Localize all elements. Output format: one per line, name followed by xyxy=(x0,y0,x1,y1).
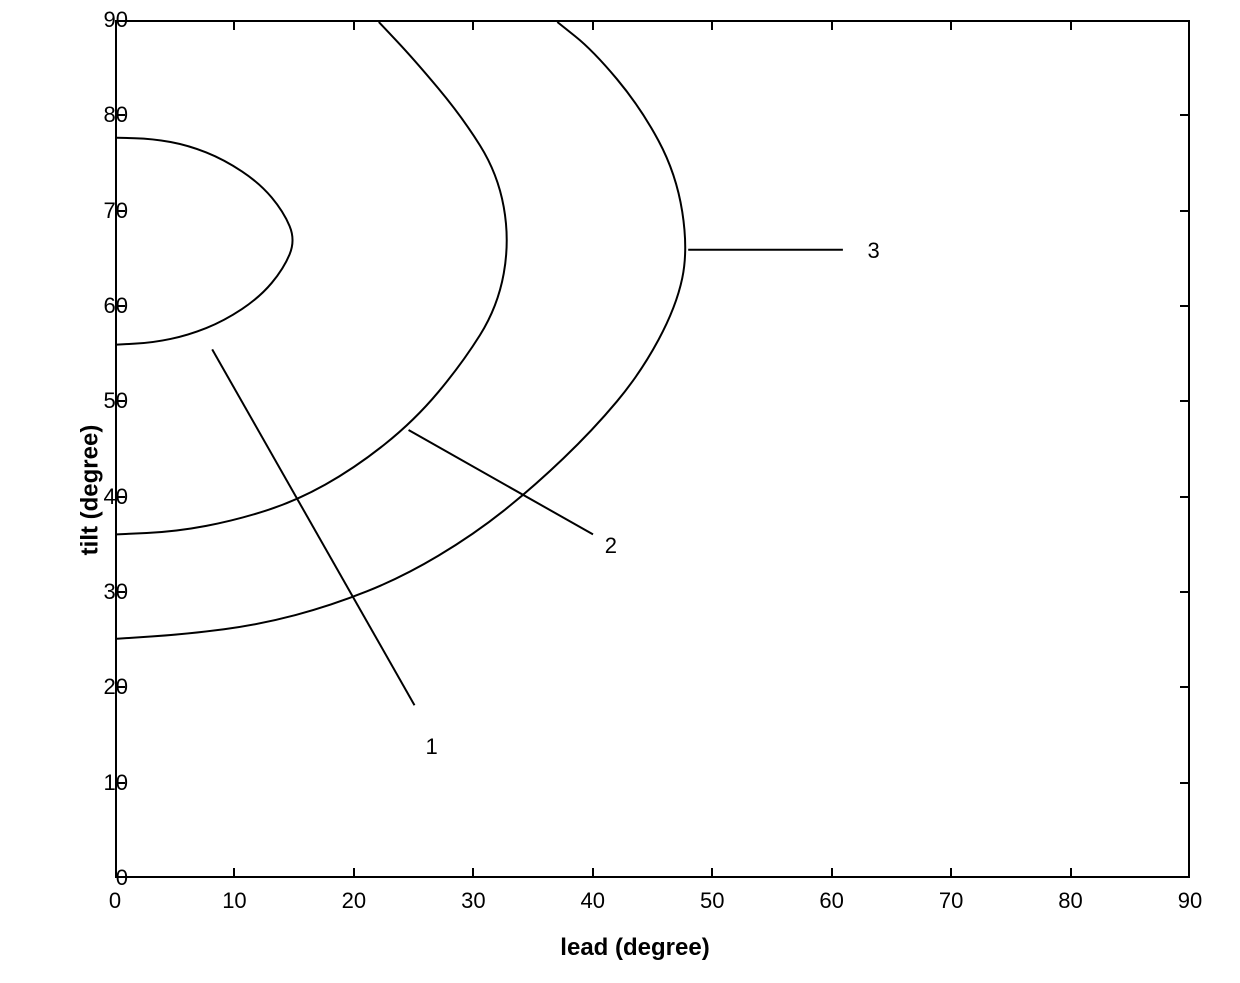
y-tick-right xyxy=(1180,210,1190,212)
x-axis-label: lead (degree) xyxy=(560,934,709,962)
x-tick xyxy=(353,868,355,878)
x-tick xyxy=(831,868,833,878)
contour-curve-2 xyxy=(117,22,507,534)
y-tick xyxy=(115,400,125,402)
y-tick xyxy=(115,591,125,593)
y-tick-right xyxy=(1180,400,1190,402)
annotation-label-2: 2 xyxy=(605,533,617,559)
x-tick-label: 20 xyxy=(342,888,366,914)
y-tick-right xyxy=(1180,782,1190,784)
plot-area xyxy=(115,20,1190,878)
y-tick-label: 90 xyxy=(104,7,128,33)
contour-curve-1 xyxy=(117,138,293,345)
x-tick xyxy=(592,868,594,878)
x-tick-label: 30 xyxy=(461,888,485,914)
y-axis-label: tilt (degree) xyxy=(76,425,104,556)
x-tick-top xyxy=(831,20,833,30)
y-tick xyxy=(115,686,125,688)
y-tick xyxy=(115,210,125,212)
x-tick xyxy=(233,868,235,878)
x-tick-top xyxy=(950,20,952,30)
y-tick xyxy=(115,496,125,498)
x-tick xyxy=(950,868,952,878)
y-tick xyxy=(115,782,125,784)
x-tick-top xyxy=(711,20,713,30)
x-tick-top xyxy=(233,20,235,30)
y-tick-right xyxy=(1180,496,1190,498)
x-tick-label: 10 xyxy=(222,888,246,914)
y-tick-right xyxy=(1180,591,1190,593)
x-tick-top xyxy=(592,20,594,30)
annotation-label-3: 3 xyxy=(868,238,880,264)
annotation-label-1: 1 xyxy=(426,734,438,760)
x-tick-label: 40 xyxy=(581,888,605,914)
x-tick-label: 60 xyxy=(819,888,843,914)
y-tick-right xyxy=(1180,686,1190,688)
y-tick-right xyxy=(1180,305,1190,307)
x-tick-label: 50 xyxy=(700,888,724,914)
x-tick-label: 80 xyxy=(1058,888,1082,914)
x-tick-label: 0 xyxy=(109,888,121,914)
y-tick xyxy=(115,114,125,116)
x-tick xyxy=(472,868,474,878)
chart-svg xyxy=(117,22,1188,876)
x-tick-top xyxy=(1070,20,1072,30)
annotation-line-2 xyxy=(409,430,593,534)
y-tick-right xyxy=(1180,114,1190,116)
x-tick-label: 70 xyxy=(939,888,963,914)
x-tick xyxy=(1070,868,1072,878)
y-tick xyxy=(115,305,125,307)
x-tick-top xyxy=(353,20,355,30)
x-tick xyxy=(711,868,713,878)
x-tick-label: 90 xyxy=(1178,888,1202,914)
x-tick-top xyxy=(472,20,474,30)
chart-container: tilt (degree) lead (degree) 0 10 20 30 40 50 6… xyxy=(60,20,1210,960)
annotation-line-1 xyxy=(212,349,414,705)
